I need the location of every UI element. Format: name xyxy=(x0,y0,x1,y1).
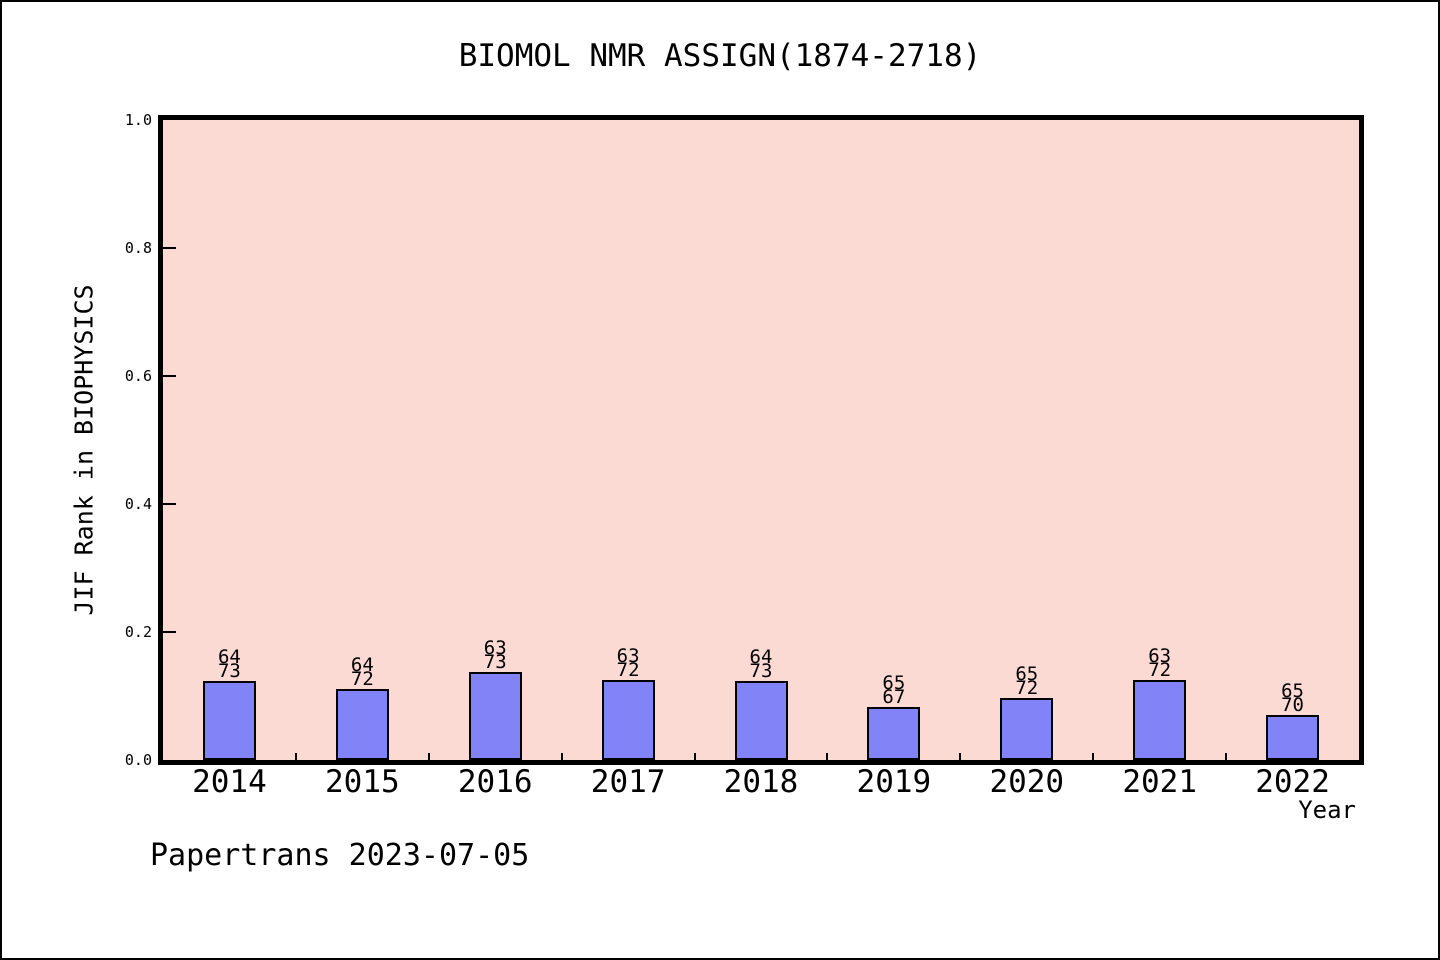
x-tick-label: 2018 xyxy=(723,764,799,800)
x-tick-label: 2020 xyxy=(989,764,1065,800)
bar xyxy=(468,672,522,760)
y-tick-mark xyxy=(163,631,176,633)
x-tick-mark xyxy=(560,753,563,760)
y-tick-mark xyxy=(163,375,176,377)
x-tick-label: 2019 xyxy=(856,764,932,800)
x-tick-label: 2022 xyxy=(1255,764,1330,800)
bar xyxy=(867,707,921,760)
x-tick-mark xyxy=(826,753,829,760)
bar-value-label: 63 72 xyxy=(1148,645,1172,681)
x-tick-label: 2017 xyxy=(590,764,666,800)
bar-value-label: 65 72 xyxy=(1015,663,1039,699)
x-tick-mark xyxy=(959,753,962,760)
y-tick-label: 0.6 xyxy=(124,367,152,385)
chart-title: BIOMOL NMR ASSIGN(1874-2718) xyxy=(458,38,982,74)
footer-watermark: Papertrans 2023-07-05 xyxy=(150,838,530,873)
y-tick-mark xyxy=(163,503,176,505)
bar xyxy=(1133,680,1187,760)
bar-value-label: 64 72 xyxy=(350,654,374,690)
x-tick-label: 2021 xyxy=(1122,764,1197,800)
y-tick-label: 0.0 xyxy=(124,751,152,769)
x-tick-label: 2014 xyxy=(192,764,267,800)
y-tick-label: 0.8 xyxy=(124,239,152,257)
y-axis-title: JIF Rank in BIOPHYSICS xyxy=(69,284,99,616)
x-tick-mark xyxy=(693,753,696,760)
bar xyxy=(1266,715,1320,760)
x-axis-title: Year xyxy=(1298,796,1356,824)
x-tick-mark xyxy=(427,753,430,760)
bar-value-label: 65 70 xyxy=(1281,680,1304,716)
bar xyxy=(1000,698,1054,760)
bar-value-label: 63 72 xyxy=(616,645,640,681)
bar-value-label: 64 73 xyxy=(749,646,773,682)
bar-value-label: 65 67 xyxy=(882,672,906,708)
y-tick-label: 0.2 xyxy=(124,623,152,641)
y-tick-mark xyxy=(163,247,176,249)
x-tick-mark xyxy=(1225,753,1228,760)
x-tick-mark xyxy=(294,753,297,760)
x-tick-mark xyxy=(1092,753,1095,760)
bar xyxy=(734,681,788,760)
y-tick-label: 1.0 xyxy=(124,111,152,129)
bar xyxy=(335,689,389,760)
bar xyxy=(601,680,655,760)
plot-area: 64 73 64 72 63 73 63 72 64 73 65 67 65 72 63 72… xyxy=(158,115,1364,765)
bar-value-label: 64 73 xyxy=(217,646,241,682)
x-tick-label: 2015 xyxy=(325,764,400,800)
bar xyxy=(202,681,256,760)
x-tick-label: 2016 xyxy=(457,764,533,800)
bar-value-label: 63 73 xyxy=(483,637,507,673)
y-tick-label: 0.4 xyxy=(124,495,152,513)
